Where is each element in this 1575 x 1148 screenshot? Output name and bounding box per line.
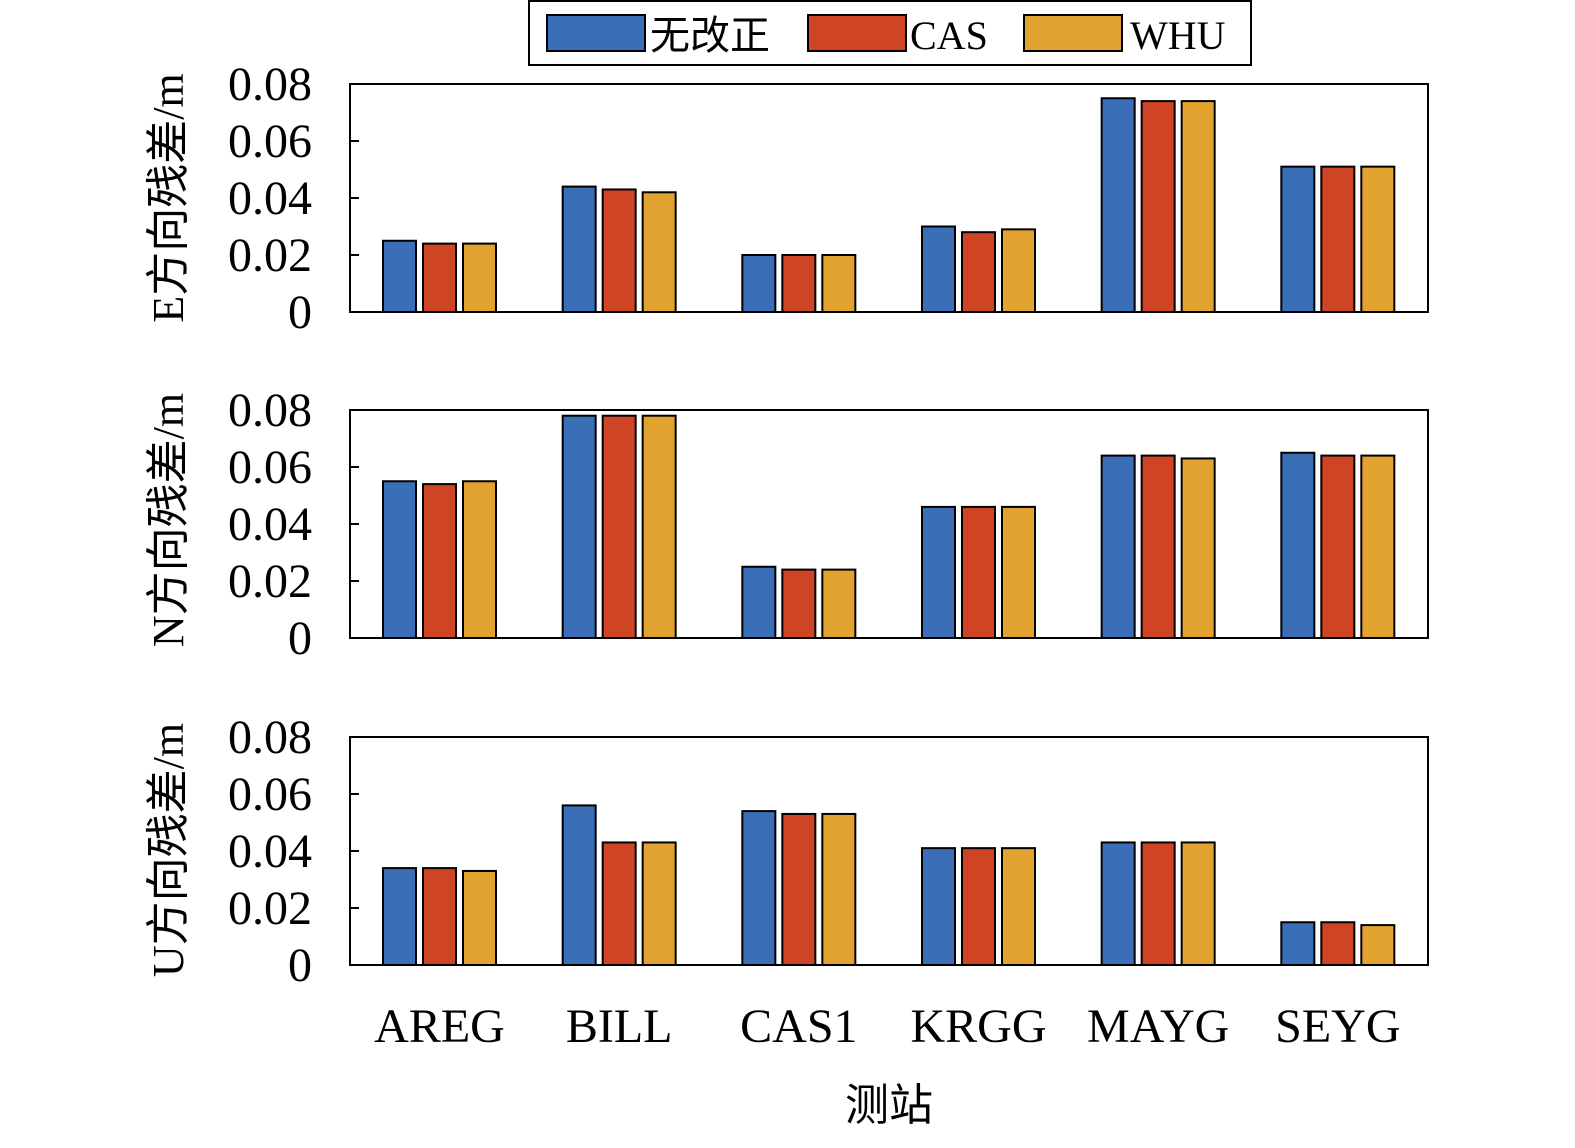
y-axis-title-u: U方向残差/m xyxy=(144,723,193,977)
bar-cas1-cas xyxy=(781,568,817,639)
x-tick-label-cas1: CAS1 xyxy=(740,1000,857,1053)
y-tick-label: 0.02 xyxy=(228,229,312,282)
bar-areg-whu xyxy=(462,242,497,314)
legend-swatch-cas xyxy=(807,14,907,52)
bar-seyg-cas xyxy=(1320,921,1356,966)
plot-frame xyxy=(349,83,1429,313)
x-tick-label-krgg: KRGG xyxy=(910,1000,1046,1053)
y-tick-label: 0 xyxy=(288,286,312,339)
bar-bill-cas xyxy=(601,188,637,313)
x-tick-labels: AREG BILL CAS1 KRGG MAYG SEYG xyxy=(374,1000,1400,1053)
bar-cas1-uncorrected xyxy=(741,810,777,966)
panel-n-direction: 00.020.040.060.08 xyxy=(228,384,1429,665)
y-tick-label: 0.04 xyxy=(228,172,312,225)
bar-krgg-whu xyxy=(1001,228,1036,314)
legend-swatch-whu xyxy=(1023,14,1123,52)
y-tick-label: 0 xyxy=(288,939,312,992)
bar-seyg-whu xyxy=(1360,165,1396,313)
bar-cas1-cas xyxy=(781,812,817,967)
legend: 无改正 CAS WHU xyxy=(528,0,1252,66)
bar-bill-uncorrected xyxy=(561,804,597,967)
bar-cas1-whu xyxy=(821,254,857,313)
bar-krgg-uncorrected xyxy=(921,225,956,313)
x-axis-title: 测站 xyxy=(845,1081,933,1130)
panel-e-direction: 00.020.040.060.08 xyxy=(228,58,1429,339)
y-tick-label: 0 xyxy=(288,612,312,665)
y-axis-title-n: N方向残差/m xyxy=(144,393,193,647)
bar-areg-uncorrected xyxy=(382,239,417,313)
x-tick-label-areg: AREG xyxy=(374,1000,505,1053)
y-tick-label: 0.06 xyxy=(228,115,312,168)
bar-krgg-uncorrected xyxy=(921,505,956,639)
y-axis-title-e: E方向残差/m xyxy=(144,73,193,322)
bar-krgg-cas xyxy=(961,505,996,639)
x-tick-label-mayg: MAYG xyxy=(1087,1000,1229,1053)
bar-areg-whu xyxy=(462,480,497,639)
bar-mayg-whu xyxy=(1180,841,1216,967)
bar-krgg-cas xyxy=(961,847,996,967)
bar-seyg-uncorrected xyxy=(1280,921,1316,966)
plot-frame xyxy=(349,736,1429,966)
bar-seyg-whu xyxy=(1360,924,1396,966)
bar-krgg-whu xyxy=(1001,505,1036,639)
bar-mayg-uncorrected xyxy=(1100,841,1136,967)
bar-areg-uncorrected xyxy=(382,867,417,966)
bar-areg-whu xyxy=(462,869,497,967)
y-tick-label: 0.08 xyxy=(228,58,312,111)
bar-seyg-cas xyxy=(1320,454,1356,639)
y-tick-label: 0.02 xyxy=(228,555,312,608)
y-tick-label: 0.04 xyxy=(228,825,312,878)
x-tick-label-seyg: SEYG xyxy=(1275,1000,1400,1053)
bar-bill-uncorrected xyxy=(561,414,597,640)
bar-mayg-whu xyxy=(1180,457,1216,640)
legend-label-whu: WHU xyxy=(1130,13,1226,58)
bar-mayg-uncorrected xyxy=(1100,97,1136,313)
bar-cas1-cas xyxy=(781,254,817,313)
bar-seyg-uncorrected xyxy=(1280,451,1316,639)
bar-bill-uncorrected xyxy=(561,185,597,314)
bar-bill-whu xyxy=(641,191,677,313)
bar-seyg-cas xyxy=(1320,165,1356,313)
x-tick-label-bill: BILL xyxy=(566,1000,673,1053)
bar-mayg-uncorrected xyxy=(1100,454,1136,639)
bar-areg-cas xyxy=(422,242,457,314)
bar-mayg-whu xyxy=(1180,100,1216,313)
bar-krgg-whu xyxy=(1001,847,1036,967)
bar-mayg-cas xyxy=(1140,454,1176,639)
legend-label-cas: CAS xyxy=(910,13,988,58)
y-tick-label: 0.04 xyxy=(228,498,312,551)
bar-bill-cas xyxy=(601,841,637,967)
bar-cas1-uncorrected xyxy=(741,254,777,313)
legend-label-uncorrected: 无改正 xyxy=(650,13,770,58)
panel-u-direction: 00.020.040.060.08 xyxy=(228,711,1429,992)
bar-cas1-whu xyxy=(821,568,857,639)
bar-areg-uncorrected xyxy=(382,480,417,639)
y-tick-label: 0.08 xyxy=(228,711,312,764)
bar-cas1-uncorrected xyxy=(741,565,777,639)
y-tick-label: 0.06 xyxy=(228,441,312,494)
bar-mayg-cas xyxy=(1140,841,1176,967)
bar-seyg-uncorrected xyxy=(1280,165,1316,313)
bar-cas1-whu xyxy=(821,812,857,967)
bar-krgg-uncorrected xyxy=(921,847,956,967)
bar-bill-whu xyxy=(641,414,677,640)
bar-areg-cas xyxy=(422,867,457,966)
bar-bill-whu xyxy=(641,841,677,967)
y-tick-label: 0.06 xyxy=(228,768,312,821)
bar-krgg-cas xyxy=(961,231,996,313)
y-tick-label: 0.08 xyxy=(228,384,312,437)
bar-areg-cas xyxy=(422,483,457,639)
legend-swatch-uncorrected xyxy=(546,14,646,52)
bar-seyg-whu xyxy=(1360,454,1396,639)
bar-mayg-cas xyxy=(1140,100,1176,313)
plot-frame xyxy=(349,409,1429,639)
bar-bill-cas xyxy=(601,414,637,640)
y-tick-label: 0.02 xyxy=(228,882,312,935)
